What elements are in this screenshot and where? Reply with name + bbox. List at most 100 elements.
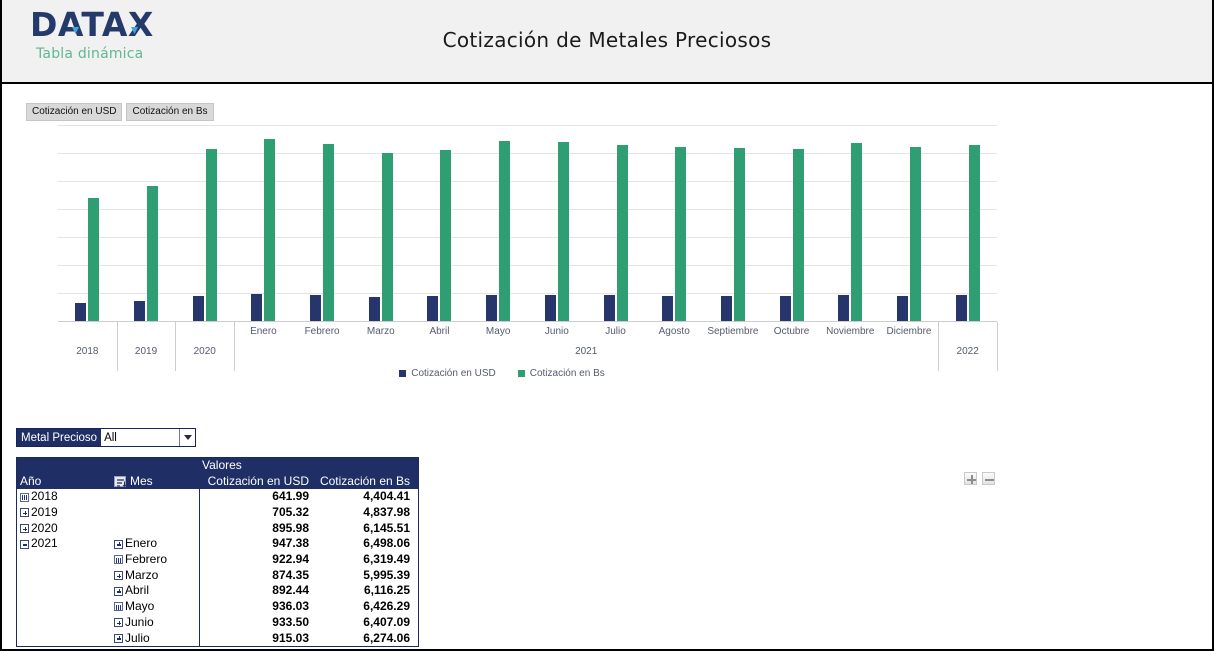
chart-bar[interactable] [88, 197, 100, 321]
pivot-month-label: Marzo [125, 567, 159, 582]
expand-field-button[interactable] [964, 472, 977, 485]
pivot-cell-mes[interactable]: Mayo [111, 599, 199, 614]
chart-bar[interactable] [440, 149, 452, 321]
pivot-cell-mes[interactable]: Julio [111, 631, 199, 646]
pivot-header-ano[interactable]: Año [20, 474, 42, 488]
pivot-table-row[interactable]: 2020 895.98 6,145.51 [17, 520, 418, 536]
expand-toggle-icon[interactable] [114, 586, 123, 596]
axis-group-separator [116, 322, 118, 371]
expand-toggle-icon[interactable] [114, 633, 123, 643]
chart-bar[interactable] [147, 185, 159, 321]
slicer-metal-precioso[interactable]: Metal Precioso All [16, 428, 197, 447]
chart-bar[interactable] [75, 303, 87, 321]
legend-label-usd: Cotización en USD [411, 368, 496, 379]
x-axis-month-label: Abril [429, 326, 450, 337]
logo-accent-icon-2 [131, 27, 138, 34]
slicer-dropdown-button[interactable] [179, 429, 196, 446]
pivot-table-row[interactable]: 2021 Enero 947.38 6,498.06 [17, 536, 418, 552]
field-button-bs[interactable]: Cotización en Bs [126, 103, 214, 121]
chart-zoom-buttons [964, 472, 995, 485]
chart-category-axis: 2018 2019 2020 Enero Febrero Marzo Abril Mayo Ju… [58, 321, 998, 371]
pivot-table-row[interactable]: Julio 915.03 6,274.06 [17, 630, 418, 646]
chart-bar[interactable] [955, 295, 967, 321]
chart-bar[interactable] [251, 294, 263, 321]
chart-bar[interactable] [603, 295, 615, 321]
pivot-table-row[interactable]: Mayo 936.03 6,426.29 [17, 599, 418, 615]
chart-bar[interactable] [720, 295, 732, 321]
chart-bar[interactable] [264, 139, 276, 321]
chart-bar[interactable] [838, 295, 850, 321]
chart-gridline [58, 265, 997, 266]
expand-toggle-icon[interactable] [114, 539, 123, 549]
pivot-cell-usd: 933.50 [272, 614, 309, 629]
chart-bar[interactable] [499, 141, 511, 321]
axis-group-separator [234, 322, 236, 371]
expand-toggle-icon[interactable] [20, 539, 29, 549]
pivot-table-row[interactable]: 2019 705.32 4,837.98 [17, 505, 418, 521]
pivot-cell-mes[interactable]: Junio [111, 615, 199, 630]
chart-bar[interactable] [968, 145, 980, 321]
slicer-value[interactable]: All [101, 429, 180, 446]
pivot-cell-mes[interactable]: Enero [111, 536, 199, 551]
pivot-header-mes[interactable]: Mes [111, 473, 199, 489]
chart-bar[interactable] [733, 148, 745, 321]
chart-bar[interactable] [192, 295, 204, 321]
chart-bar[interactable] [323, 144, 335, 321]
chart-bar[interactable] [662, 295, 674, 321]
chart-bar[interactable] [427, 296, 439, 321]
page-header: DATAX Tabla dinámica Cotización de Metal… [2, 0, 1212, 84]
pivot-month-label: Febrero [125, 552, 168, 567]
chart-gridline [58, 209, 997, 210]
chart-bar[interactable] [544, 294, 556, 321]
pivot-cell-mes[interactable]: Abril [111, 583, 199, 598]
expand-toggle-icon[interactable] [20, 524, 29, 534]
chart-field-buttons: Cotización en USD Cotización en Bs [26, 103, 214, 121]
pivot-cell-mes[interactable]: Febrero [111, 552, 199, 567]
pivot-table-row[interactable]: Abril 892.44 6,116.25 [17, 583, 418, 599]
sort-filter-icon[interactable] [114, 475, 127, 487]
pivot-cell-ano[interactable]: 2019 [17, 505, 111, 520]
expand-toggle-icon[interactable] [20, 508, 29, 518]
collapse-field-button[interactable] [982, 472, 995, 485]
legend-swatch-bs-icon [517, 370, 525, 377]
chart-bar[interactable] [310, 295, 322, 321]
pivot-month-label: Junio [125, 614, 154, 629]
chart-bar[interactable] [909, 147, 921, 321]
pivot-table-row[interactable]: Febrero 922.94 6,319.49 [17, 552, 418, 568]
chart-bar[interactable] [616, 145, 628, 321]
pivot-cell-bs: 4,404.41 [363, 489, 410, 504]
expand-toggle-icon[interactable] [114, 571, 123, 581]
pivot-cell-ano[interactable]: 2020 [17, 521, 111, 536]
pivot-table-row[interactable]: Marzo 874.35 5,995.39 [17, 567, 418, 583]
pivot-cell-ano[interactable]: 2021 [17, 536, 111, 551]
chart-bar[interactable] [205, 148, 217, 321]
chart-gridline [58, 181, 997, 182]
pivot-cell-bs: 6,274.06 [363, 630, 410, 645]
chart-gridline [58, 153, 997, 154]
pivot-cell-ano[interactable]: 2018 [17, 489, 111, 504]
expand-toggle-icon[interactable] [114, 618, 123, 628]
pivot-cell-usd: 922.94 [272, 552, 309, 567]
pivot-cell-mes[interactable]: Marzo [111, 568, 199, 583]
chart-bar[interactable] [368, 296, 380, 321]
expand-toggle-icon[interactable] [20, 492, 29, 502]
expand-toggle-icon[interactable] [114, 602, 123, 612]
chart-bar[interactable] [675, 147, 687, 321]
x-axis-month-label: Febrero [304, 326, 340, 337]
expand-toggle-icon[interactable] [114, 555, 123, 565]
pivot-chart: Cotización en USD Cotización en Bs 01,00… [2, 86, 1212, 490]
pivot-table-row[interactable]: 2018 641.99 4,404.41 [17, 489, 418, 505]
chart-bar[interactable] [381, 153, 393, 321]
chart-bar[interactable] [792, 149, 804, 321]
pivot-year-label: 2020 [31, 520, 58, 535]
chart-bar[interactable] [486, 294, 498, 321]
chart-bar[interactable] [851, 143, 863, 321]
pivot-table-row[interactable]: Junio 933.50 6,407.09 [17, 615, 418, 631]
chart-bar[interactable] [779, 295, 791, 321]
pivot-cell-usd: 641.99 [272, 489, 309, 504]
chart-bar[interactable] [896, 295, 908, 321]
field-button-usd[interactable]: Cotización en USD [26, 103, 123, 121]
chart-bar[interactable] [557, 141, 569, 321]
chart-bar[interactable] [134, 301, 146, 321]
